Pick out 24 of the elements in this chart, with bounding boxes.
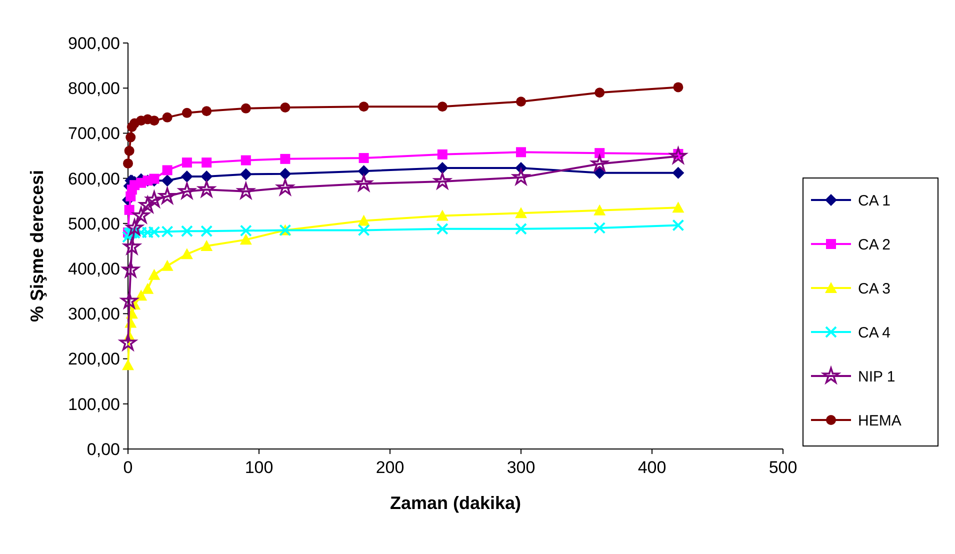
- x-tick-label: 100: [244, 458, 274, 477]
- x-tick-label: 500: [768, 458, 798, 477]
- y-tick-label: 600,00: [68, 169, 120, 188]
- legend-label: HEMA: [858, 412, 902, 430]
- y-axis-title: % Şişme derecesi: [27, 170, 47, 322]
- y-tick-label: 0,00: [86, 440, 120, 459]
- x-tick-label: 300: [506, 458, 536, 477]
- y-tick-label: 800,00: [68, 79, 120, 98]
- x-tick-label: 200: [376, 458, 404, 477]
- y-tick-label: 300,00: [68, 304, 120, 324]
- x-tick-label: 0: [123, 458, 133, 477]
- y-tick-label: 100,00: [68, 394, 120, 414]
- y-tick-label: 400,00: [68, 260, 120, 279]
- legend-label: CA 2: [858, 236, 891, 254]
- y-tick-label: 900,00: [68, 34, 120, 53]
- legend-label: CA 1: [858, 192, 891, 210]
- y-tick-label: 500,00: [68, 214, 120, 234]
- x-axis-title: Zaman (dakika): [390, 493, 522, 513]
- x-tick-label: 400: [638, 458, 666, 477]
- y-tick-label: 200,00: [68, 350, 120, 369]
- legend-label: CA 3: [858, 280, 891, 298]
- legend-label: CA 4: [858, 324, 891, 342]
- y-tick-label: 700,00: [68, 124, 120, 144]
- legend-label: NIP 1: [858, 368, 896, 386]
